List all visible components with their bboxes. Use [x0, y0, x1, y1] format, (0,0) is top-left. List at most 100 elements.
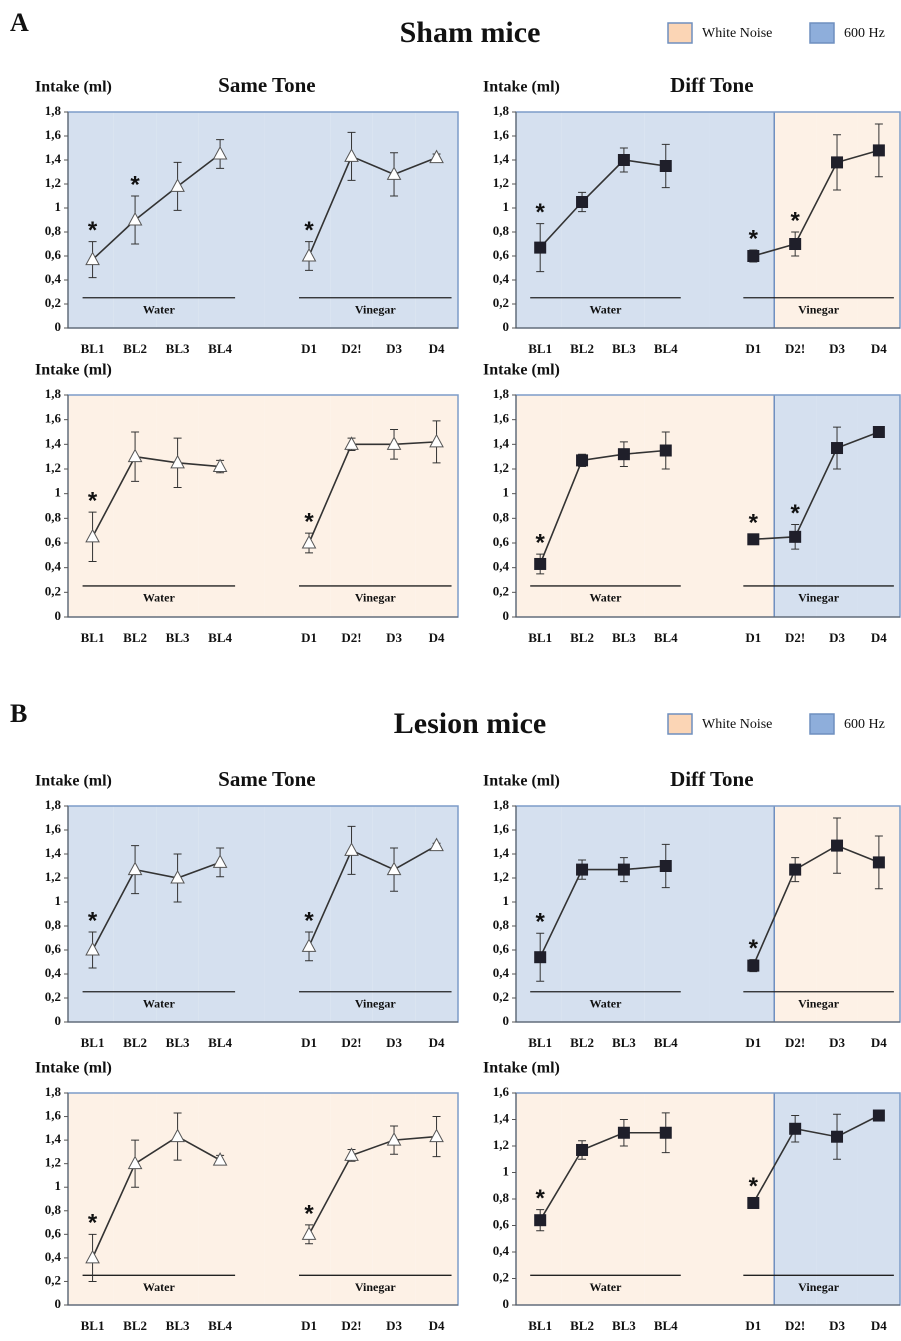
point: [872, 1109, 885, 1122]
x-tick-label: D3: [829, 630, 845, 645]
y-axis-label: Intake (ml): [483, 79, 560, 96]
x-tick-label: D3: [386, 1035, 402, 1050]
y-tick-label: 0,2: [45, 583, 61, 598]
point: [831, 1130, 844, 1143]
panel-title: Same Tone: [218, 73, 315, 97]
tone-band: [68, 1093, 114, 1305]
y-tick-label: 1,4: [45, 151, 62, 166]
tone-band: [330, 1093, 373, 1305]
y-tick-label: 1,8: [493, 386, 510, 401]
series-line: [91, 455, 221, 538]
y-tick-label: 1,6: [45, 127, 62, 142]
tone-band: [372, 806, 416, 1022]
point: [659, 860, 672, 872]
y-tick-label: 0,4: [493, 559, 510, 574]
y-tick-label: 1: [55, 893, 62, 908]
series-line: [752, 1114, 880, 1204]
point: [212, 1152, 228, 1166]
point: [429, 837, 444, 852]
x-tick-label: BL3: [612, 1318, 636, 1333]
y-tick-label: 1,8: [45, 386, 62, 401]
y-tick-label: 0: [503, 319, 510, 334]
y-tick-label: 0,4: [493, 271, 510, 286]
tone-band: [709, 806, 775, 1022]
tone-band: [561, 395, 603, 617]
y-tick-label: 0,6: [493, 941, 510, 956]
point: [429, 1128, 444, 1143]
point: [831, 442, 844, 455]
x-tick-label: BL1: [528, 341, 552, 356]
point: [127, 448, 143, 463]
y-tick-label: 0,8: [45, 223, 62, 238]
point: [872, 144, 885, 157]
x-tick-label: BL4: [654, 630, 678, 645]
point: [747, 959, 760, 972]
tone-band: [857, 1093, 900, 1305]
significance: *: [304, 907, 314, 934]
point: [344, 148, 359, 162]
point: [344, 1147, 359, 1161]
y-tick-label: 0: [55, 608, 62, 623]
y-tick-label: 0,6: [493, 247, 510, 262]
tone-band: [709, 395, 775, 617]
x-tick-label: BL1: [528, 630, 552, 645]
x-tick-label: BL1: [81, 1318, 105, 1333]
series-line: [539, 865, 666, 958]
x-tick-label: D3: [386, 1318, 402, 1333]
tone-band: [113, 395, 157, 617]
y-tick-label: 0: [55, 1013, 62, 1028]
panel-title: Diff Tone: [670, 73, 753, 97]
y-tick-label: 1,6: [493, 127, 510, 142]
tone-band: [330, 395, 373, 617]
series-line: [91, 861, 221, 951]
x-tick-label: D1: [301, 630, 317, 645]
point: [85, 1249, 100, 1264]
x-tick-label: D1: [745, 630, 761, 645]
group-label: Water: [589, 591, 622, 605]
point: [301, 534, 317, 549]
y-tick-label: 1,4: [493, 1110, 510, 1125]
y-tick-label: 1,4: [45, 435, 62, 450]
tone-band: [709, 1093, 775, 1305]
x-tick-label: BL1: [81, 630, 105, 645]
x-tick-label: BL4: [654, 1035, 678, 1050]
y-tick-label: 0,6: [493, 534, 510, 549]
point: [429, 433, 444, 448]
point: [301, 247, 317, 262]
significance: *: [790, 500, 800, 527]
tone-band: [602, 806, 645, 1022]
tone-band: [372, 112, 416, 328]
y-tick-label: 0,6: [45, 941, 62, 956]
point: [576, 1143, 589, 1156]
y-tick-label: 0,6: [45, 534, 62, 549]
y-tick-label: 0,8: [45, 509, 62, 524]
y-tick-label: 1: [55, 199, 62, 214]
point: [85, 528, 100, 543]
y-tick-label: 0,4: [45, 559, 62, 574]
x-tick-label: D2!: [785, 1318, 805, 1333]
point: [534, 951, 547, 964]
tone-band: [198, 395, 265, 617]
y-tick-label: 0,4: [493, 1243, 510, 1258]
point: [386, 861, 402, 876]
point: [170, 869, 185, 884]
point: [85, 941, 100, 956]
point: [429, 149, 444, 164]
y-tick-label: 0,6: [493, 1216, 510, 1231]
group-label: Water: [589, 997, 622, 1011]
point: [659, 1126, 672, 1139]
y-tick-label: 0,2: [493, 1269, 509, 1284]
y-tick-label: 1,8: [493, 797, 510, 812]
y-axis-label: Intake (ml): [35, 79, 112, 96]
tone-band: [516, 112, 562, 328]
point: [872, 426, 885, 438]
y-tick-label: 1,4: [493, 151, 510, 166]
x-tick-label: BL1: [81, 341, 105, 356]
tone-band: [156, 806, 199, 1022]
legend-label: 600 Hz: [844, 717, 885, 732]
y-tick-label: 1,6: [45, 821, 62, 836]
x-tick-label: D1: [301, 1318, 317, 1333]
x-tick-label: D2!: [341, 630, 361, 645]
point: [789, 1122, 802, 1135]
y-tick-label: 0,2: [45, 295, 61, 310]
